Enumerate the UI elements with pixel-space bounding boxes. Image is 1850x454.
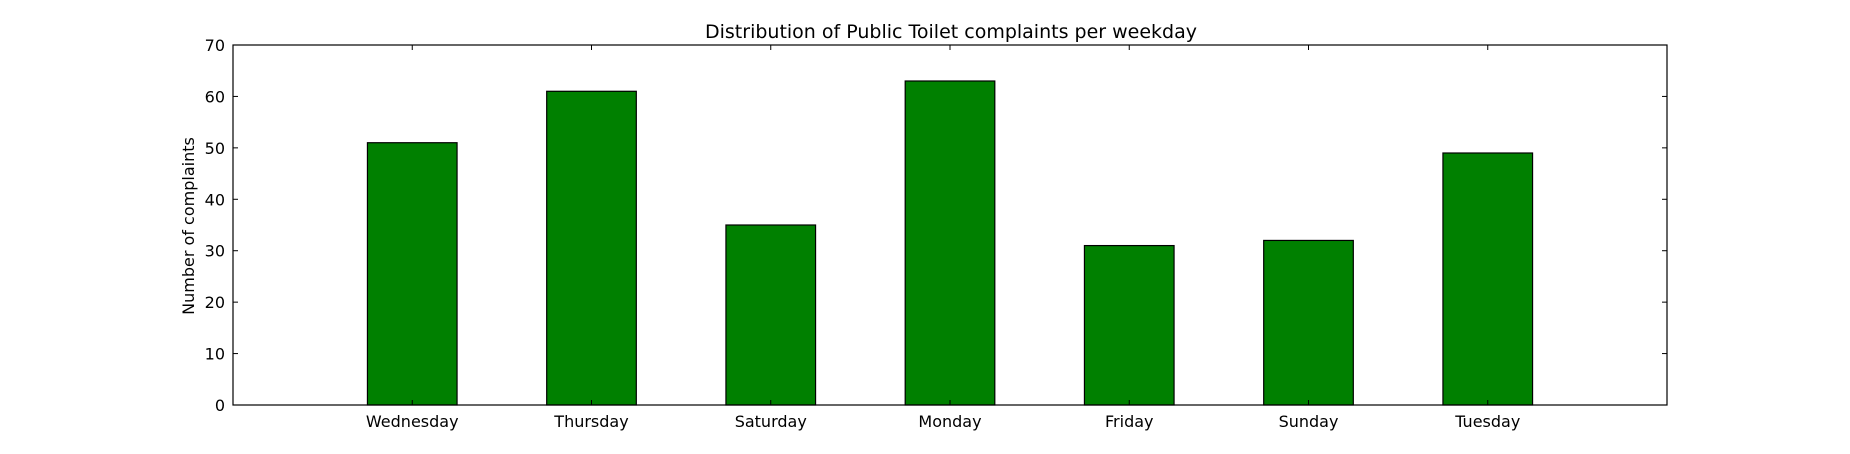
y-tick-label: 20 [205,293,225,312]
y-axis-label: Number of complaints [179,137,198,315]
y-tick-label: 50 [205,139,225,158]
ticks-group: Wednesday Thursday Saturday Monday Friday Sun… [205,36,1667,431]
bar-friday [1083,244,1175,406]
x-tick-label: Thursday [553,412,628,431]
x-tick-label: Friday [1105,412,1154,431]
bars-group [366,80,1534,406]
x-tick-label: Sunday [1279,412,1339,431]
bar-monday [904,80,996,406]
x-tick-label: Tuesday [1454,412,1520,431]
y-tick-label: 70 [205,36,225,55]
bar-tuesday [1442,152,1534,406]
chart-title: Distribution of Public Toilet complaints… [705,21,1197,43]
bar-saturday [725,224,817,406]
x-tick-label: Saturday [735,412,807,431]
y-tick-label: 30 [205,242,225,261]
y-tick-label: 60 [205,87,225,106]
x-tick-label: Monday [918,412,981,431]
bar-sunday [1263,239,1354,406]
y-tick-label: 0 [215,396,225,415]
plot-frame [232,44,1668,406]
y-tick-label: 40 [205,190,225,209]
x-tick-label: Wednesday [366,412,459,431]
bar-wednesday [366,142,458,406]
y-tick-label: 10 [205,345,225,364]
bar-thursday [546,90,637,406]
